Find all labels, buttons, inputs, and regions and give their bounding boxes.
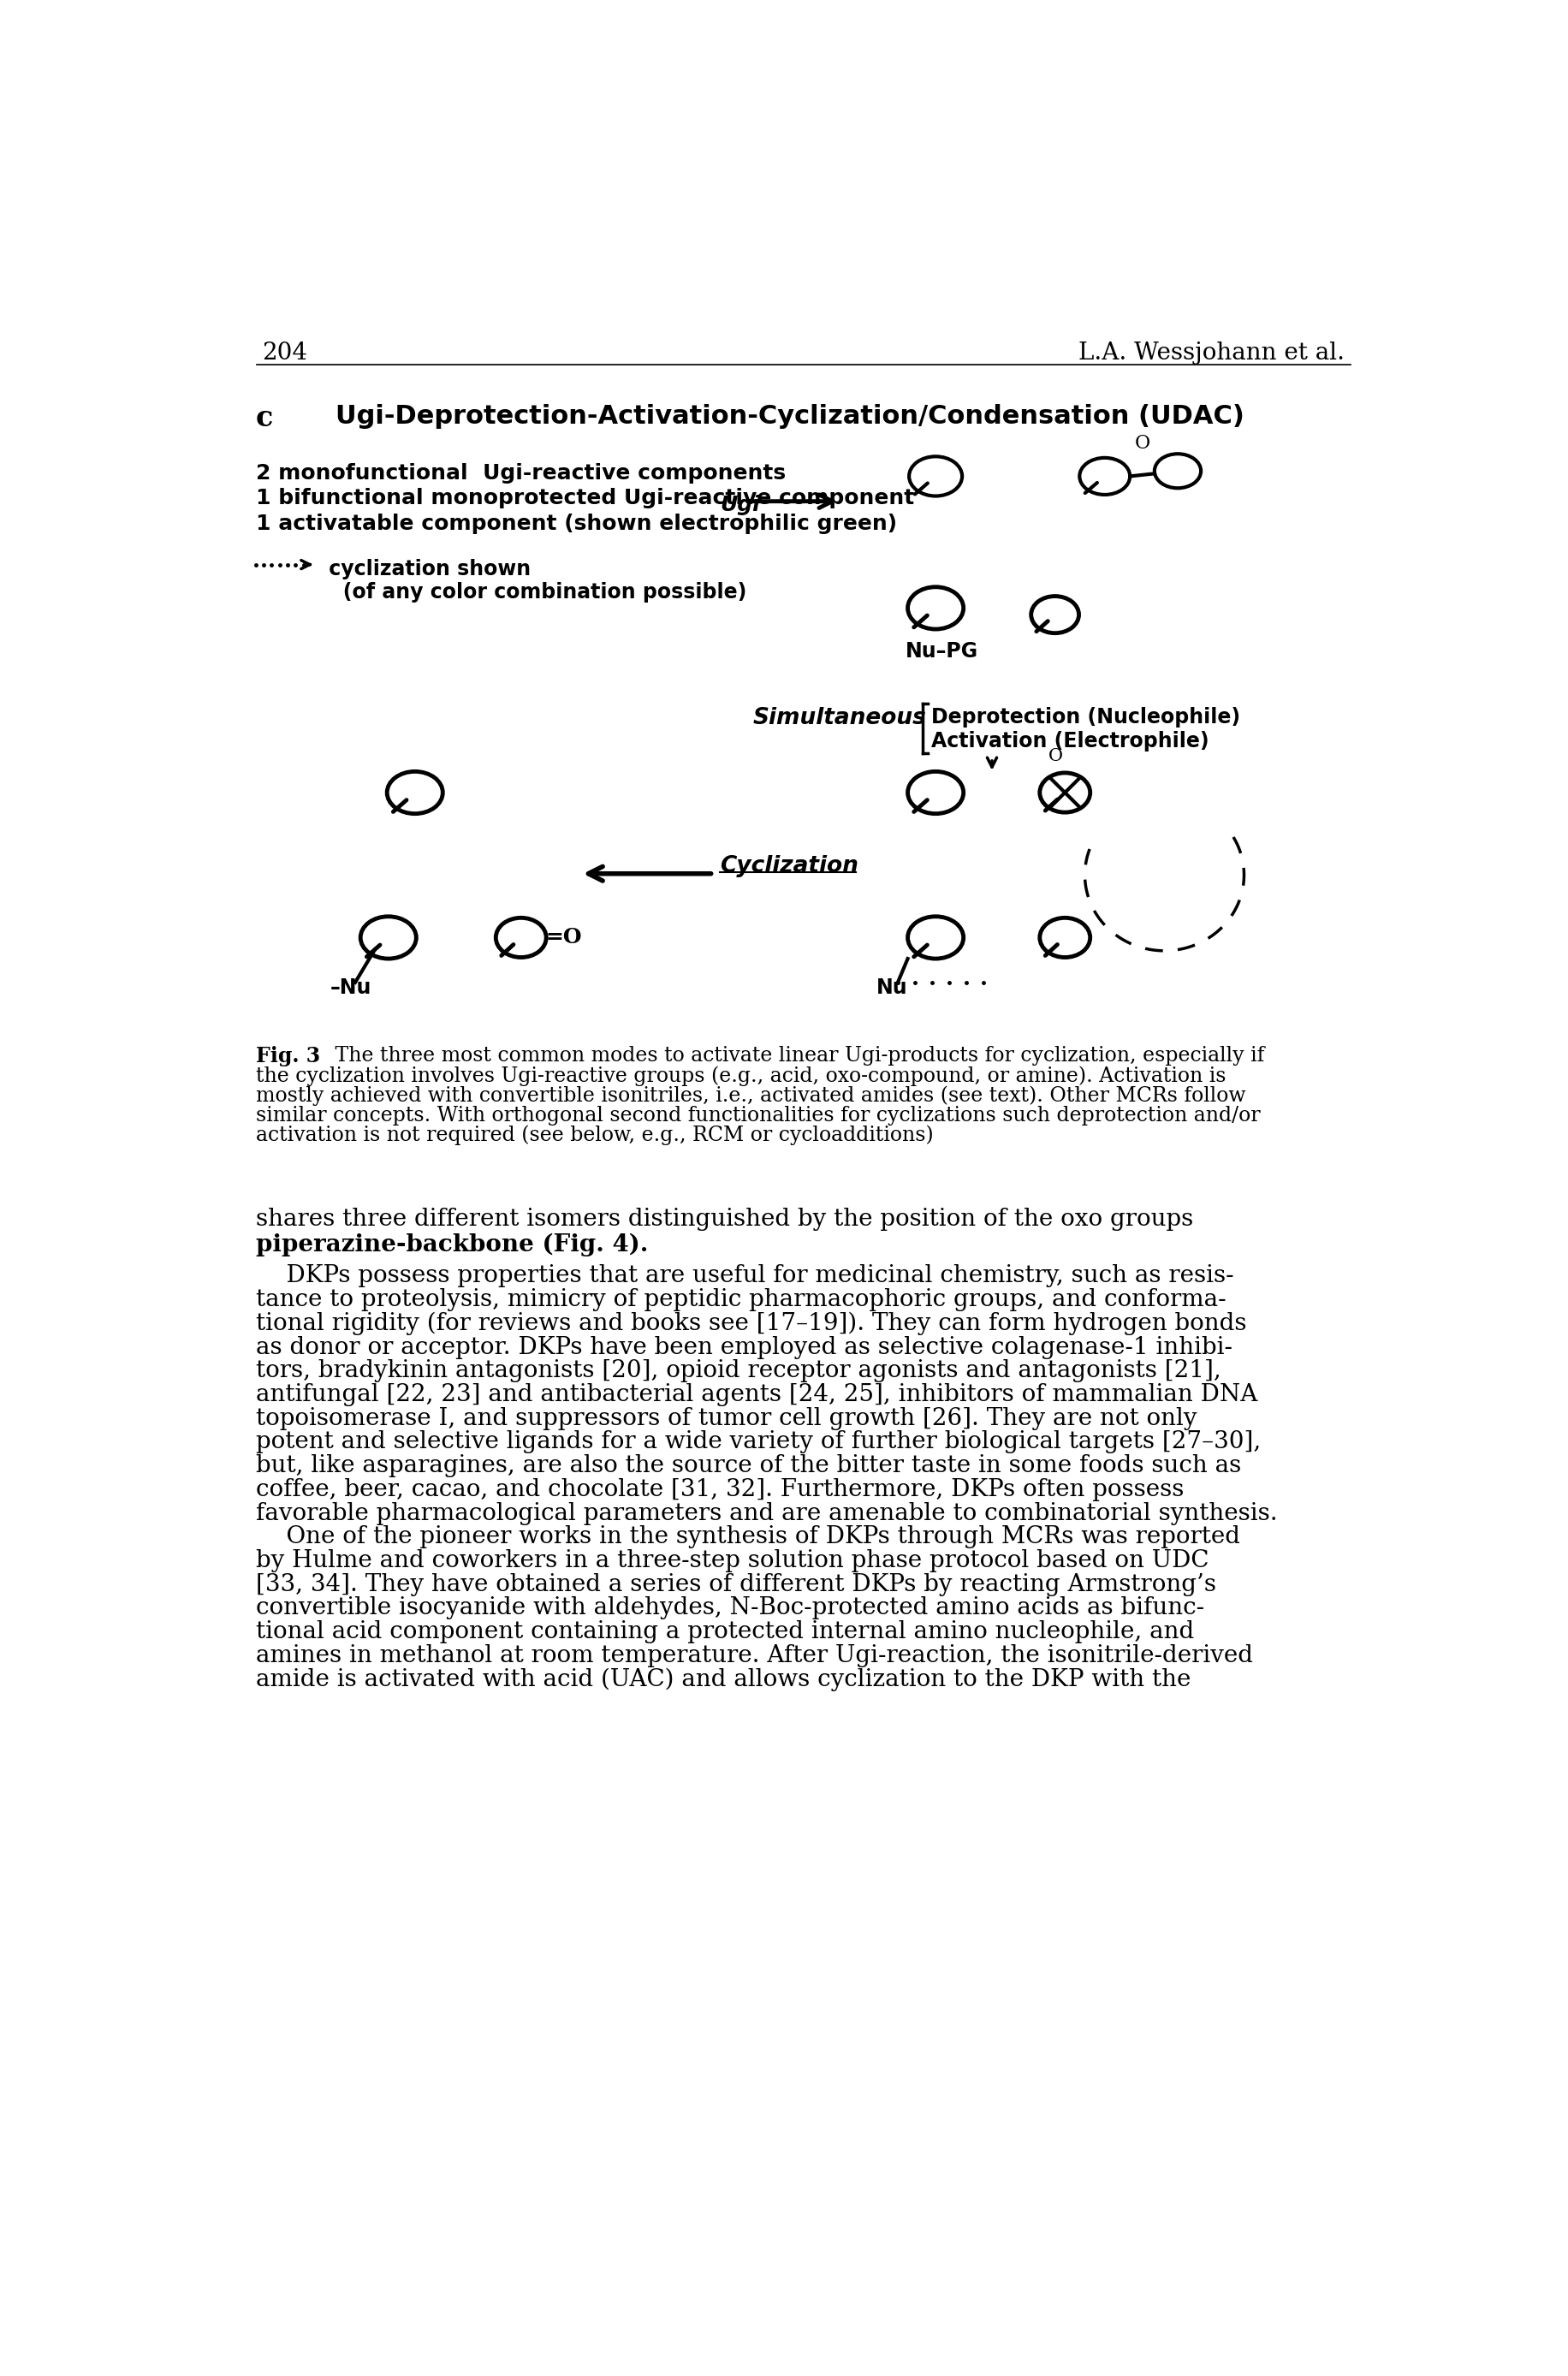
Text: convertible isocyanide with aldehydes, N-Boc-protected amino acids as bifunc-: convertible isocyanide with aldehydes, N… [256,1597,1204,1620]
Text: tional acid component containing a protected internal amino nucleophile, and: tional acid component containing a prote… [256,1620,1193,1644]
Text: Fig. 3: Fig. 3 [256,1045,320,1067]
Text: piperazine-backbone (Fig. 4).: piperazine-backbone (Fig. 4). [256,1233,648,1257]
Text: –Nu: –Nu [329,977,372,998]
Text: amide is activated with acid (UAC) and allows cyclization to the DKP with the: amide is activated with acid (UAC) and a… [256,1668,1190,1692]
Text: O: O [1049,748,1063,765]
Text: the cyclization involves Ugi-reactive groups (e.g., acid, oxo-compound, or amine: the cyclization involves Ugi-reactive gr… [256,1067,1226,1086]
Text: shares three different isomers distinguished by the position of the oxo groups: shares three different isomers distingui… [256,1207,1201,1231]
Text: Nu–PG: Nu–PG [906,642,978,661]
Text: (of any color combination possible): (of any color combination possible) [321,582,746,601]
Text: as donor or acceptor. DKPs have been employed as selective colagenase-1 inhibi-: as donor or acceptor. DKPs have been emp… [256,1335,1232,1359]
Text: 2 monofunctional  Ugi-reactive components: 2 monofunctional Ugi-reactive components [256,463,786,485]
Text: favorable pharmacological parameters and are amenable to combinatorial synthesis: favorable pharmacological parameters and… [256,1502,1278,1525]
Text: O: O [1135,435,1151,454]
Text: Cyclization: Cyclization [720,855,859,877]
Text: tance to proteolysis, mimicry of peptidic pharmacophoric groups, and conforma-: tance to proteolysis, mimicry of peptidi… [256,1288,1226,1312]
Text: =O: =O [546,927,582,948]
Text: antifungal [22, 23] and antibacterial agents [24, 25], inhibitors of mammalian D: antifungal [22, 23] and antibacterial ag… [256,1383,1258,1407]
Text: tors, bradykinin antagonists [20], opioid receptor agonists and antagonists [21]: tors, bradykinin antagonists [20], opioi… [256,1359,1221,1383]
Text: One of the pioneer works in the synthesis of DKPs through MCRs was reported: One of the pioneer works in the synthesi… [256,1525,1240,1549]
Text: Nu: Nu [877,977,908,998]
Text: mostly achieved with convertible isonitriles, i.e., activated amides (see text).: mostly achieved with convertible isonitr… [256,1086,1245,1105]
Text: cyclization shown: cyclization shown [321,558,532,580]
Text: tional rigidity (for reviews and books see [17–19]). They can form hydrogen bond: tional rigidity (for reviews and books s… [256,1312,1247,1335]
Text: topoisomerase I, and suppressors of tumor cell growth [26]. They are not only: topoisomerase I, and suppressors of tumo… [256,1407,1196,1430]
Text: but, like asparagines, are also the source of the bitter taste in some foods suc: but, like asparagines, are also the sour… [256,1454,1240,1478]
Text: coffee, beer, cacao, and chocolate [31, 32]. Furthermore, DKPs often possess: coffee, beer, cacao, and chocolate [31, … [256,1478,1184,1502]
Text: Ugi: Ugi [720,494,760,516]
Text: DKPs possess properties that are useful for medicinal chemistry, such as resis-: DKPs possess properties that are useful … [256,1264,1234,1288]
Text: L.A. Wessjohann et al.: L.A. Wessjohann et al. [1079,342,1345,364]
Text: potent and selective ligands for a wide variety of further biological targets [2: potent and selective ligands for a wide … [256,1430,1261,1454]
Text: 1 bifunctional monoprotected Ugi-reactive component: 1 bifunctional monoprotected Ugi-reactiv… [256,487,914,508]
Text: Activation (Electrophile): Activation (Electrophile) [931,732,1209,751]
Text: amines in methanol at room temperature. After Ugi-reaction, the isonitrile-deriv: amines in methanol at room temperature. … [256,1644,1253,1668]
Text: activation is not required (see below, e.g., RCM or cycloadditions): activation is not required (see below, e… [256,1126,933,1145]
Text: similar concepts. With orthogonal second functionalities for cyclizations such d: similar concepts. With orthogonal second… [256,1105,1261,1126]
Text: [33, 34]. They have obtained a series of different DKPs by reacting Armstrong’s: [33, 34]. They have obtained a series of… [256,1573,1217,1597]
Text: Ugi-Deprotection-Activation-Cyclization/Condensation (UDAC): Ugi-Deprotection-Activation-Cyclization/… [336,404,1243,428]
Text: 204: 204 [262,342,307,364]
Text: Deprotection (Nucleophile): Deprotection (Nucleophile) [931,708,1240,727]
Text: Simultaneous: Simultaneous [753,708,927,729]
Text: by Hulme and coworkers in a three-step solution phase protocol based on UDC: by Hulme and coworkers in a three-step s… [256,1549,1209,1573]
Text: c: c [256,404,273,432]
Text: 1 activatable component (shown electrophilic green): 1 activatable component (shown electroph… [256,513,897,535]
Text: The three most common modes to activate linear Ugi-products for cyclization, esp: The three most common modes to activate … [329,1045,1264,1067]
